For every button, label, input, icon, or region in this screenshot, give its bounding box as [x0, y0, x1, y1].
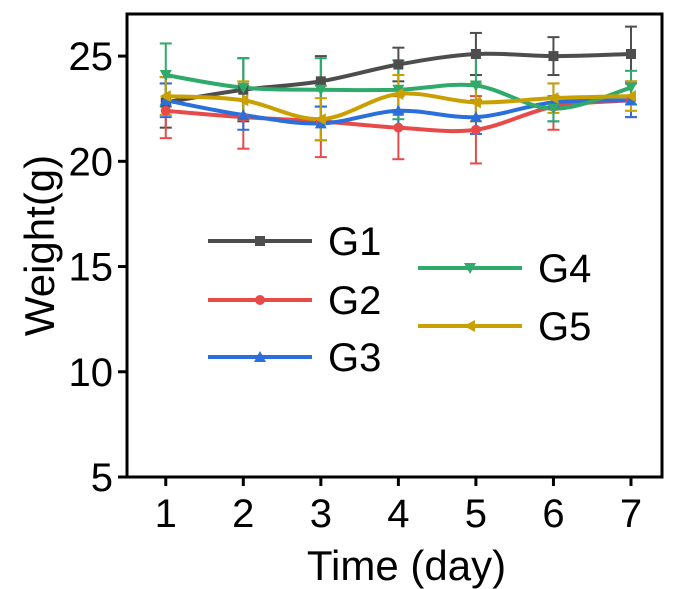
data-point-g5	[237, 94, 249, 107]
data-point-g5	[469, 96, 481, 109]
y-tick-label: 20	[69, 140, 114, 184]
data-point-g3	[314, 117, 327, 129]
x-tick-label: 1	[155, 492, 177, 536]
y-tick-label: 5	[91, 456, 113, 500]
y-tick-label: 10	[69, 351, 114, 395]
legend-item-g2: G2	[208, 279, 381, 323]
legend-item-g4: G4	[418, 247, 591, 291]
chart-markers	[159, 48, 637, 135]
x-tick-label: 5	[465, 492, 487, 536]
legend-item-g5: G5	[418, 305, 591, 349]
legend-item-g3: G3	[208, 336, 381, 380]
legend-label: G5	[538, 305, 591, 349]
legend-marker	[255, 236, 265, 246]
x-tick-label: 7	[620, 492, 642, 536]
chart-axis-ticks: 1 2 3 4 5 6 7 5 10 15 20 25	[69, 35, 643, 536]
data-point-g4	[237, 82, 250, 94]
data-point-g4	[469, 80, 482, 92]
data-point-g5	[547, 92, 559, 105]
data-point-g4	[159, 70, 172, 82]
y-axis-title: Weight(g)	[16, 155, 63, 336]
data-point-g1	[315, 76, 326, 87]
legend-label: G4	[538, 247, 591, 291]
legend-marker	[464, 320, 475, 332]
x-tick-label: 4	[387, 492, 409, 536]
data-point-g5	[392, 87, 404, 100]
data-point-g1	[625, 48, 636, 59]
data-point-g2	[393, 122, 404, 133]
data-point-g5	[624, 90, 636, 103]
legend-item-g1: G1	[208, 220, 381, 264]
data-point-g5	[314, 113, 326, 126]
data-point-g4	[314, 84, 327, 96]
legend-marker	[464, 263, 476, 274]
x-tick-label: 2	[232, 492, 254, 536]
data-point-g2	[160, 105, 171, 116]
x-axis-title: Time (day)	[307, 542, 506, 589]
y-tick-label: 25	[69, 35, 114, 79]
y-tick-label: 15	[69, 246, 114, 290]
data-point-g3	[159, 94, 172, 106]
x-tick-label: 6	[542, 492, 564, 536]
chart-legend: G1 G2 G3 G4 G5	[208, 220, 591, 380]
plot-frame	[125, 12, 664, 479]
data-point-g3	[469, 111, 482, 123]
data-point-g3	[624, 94, 637, 106]
legend-marker	[254, 351, 266, 362]
legend-label: G1	[328, 220, 381, 264]
data-point-g4	[392, 84, 405, 96]
data-point-g5	[159, 90, 171, 103]
data-point-g1	[470, 48, 481, 59]
data-point-g1	[548, 51, 559, 62]
data-point-g1	[393, 59, 404, 70]
legend-label: G2	[328, 279, 381, 323]
data-point-g4	[624, 82, 637, 94]
data-point-g4	[547, 103, 560, 115]
legend-marker	[255, 295, 265, 305]
x-tick-label: 3	[310, 492, 332, 536]
data-point-g3	[392, 104, 405, 116]
legend-label: G3	[328, 336, 381, 380]
data-point-g3	[237, 109, 250, 121]
data-point-g2	[470, 124, 481, 135]
